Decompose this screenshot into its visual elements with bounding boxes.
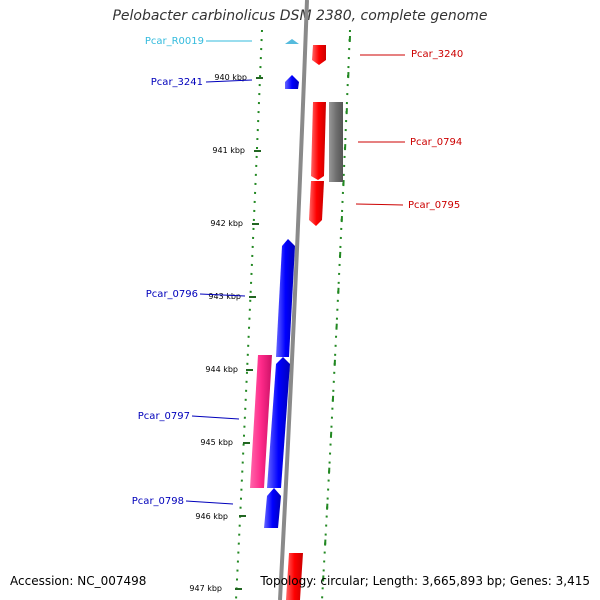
callout-line — [185, 500, 234, 505]
gene-pcar-0794[interactable] — [311, 102, 326, 180]
gene-pcar-0798[interactable] — [264, 488, 281, 528]
gene-pcar-3241[interactable] — [285, 75, 299, 89]
gene-pcar-0795[interactable] — [309, 181, 324, 226]
gene-pcar-r0019[interactable] — [285, 39, 299, 44]
map-title: Pelobacter carbinolicus DSM 2380, comple… — [112, 8, 488, 24]
tick-label: 941 kbp — [212, 146, 245, 155]
genome-summary-text: Topology: circular; Length: 3,665,893 bp… — [260, 574, 590, 588]
callout-line — [199, 293, 246, 297]
gene-blue-large[interactable] — [267, 357, 290, 488]
callout-line — [205, 79, 253, 83]
gene-label[interactable]: Pcar_0795 — [408, 200, 460, 211]
gene-pcar-0796[interactable] — [276, 239, 295, 357]
tick-label: 946 kbp — [195, 512, 228, 521]
accession-text: Accession: NC_007498 — [10, 574, 147, 588]
gene-label[interactable]: Pcar_R0019 — [145, 36, 204, 47]
tick-label: 940 kbp — [214, 73, 247, 82]
callout-line — [191, 415, 240, 420]
gene-pcar-3240[interactable] — [312, 45, 326, 65]
gene-gray[interactable] — [329, 102, 343, 182]
tick-label: 943 kbp — [208, 292, 241, 301]
callout-line — [355, 203, 404, 206]
tick-label: 945 kbp — [200, 438, 233, 447]
gene-label[interactable]: Pcar_3240 — [411, 49, 463, 60]
gene-label[interactable]: Pcar_0794 — [410, 137, 462, 148]
gene-pcar-0797[interactable] — [250, 355, 272, 488]
inner-dotted-track — [235, 29, 263, 600]
tick-label: 947 kbp — [189, 584, 222, 593]
gene-label[interactable]: Pcar_0798 — [132, 496, 184, 507]
scale-ticks: 940 kbp 941 kbp 942 kbp 943 kbp 944 kbp … — [189, 73, 263, 593]
gene-label[interactable]: Pcar_0797 — [138, 411, 190, 422]
genome-backbone — [278, 0, 309, 600]
tick-label: 942 kbp — [210, 219, 243, 228]
gene-label[interactable]: Pcar_3241 — [151, 77, 203, 88]
gene-label[interactable]: Pcar_0796 — [146, 289, 198, 300]
tick-label: 944 kbp — [205, 365, 238, 374]
gene-red-bottom[interactable] — [286, 553, 303, 600]
